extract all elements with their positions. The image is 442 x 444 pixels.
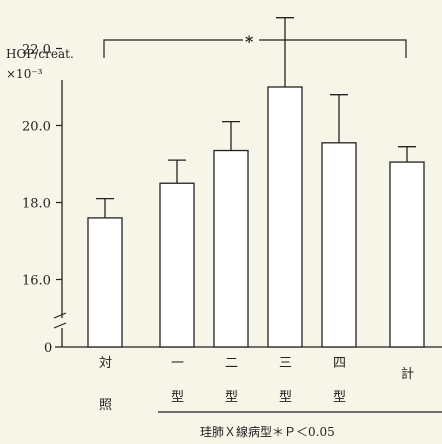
category-label: 三型	[279, 356, 292, 405]
y-tick-label: 16.0	[22, 274, 51, 289]
y-axis-label: HOP/creat.	[6, 47, 74, 61]
bar	[87, 217, 123, 348]
bars	[87, 17, 425, 348]
category-label-char: 型	[333, 390, 346, 405]
category-label-char: 四	[333, 356, 346, 371]
category-label-char: 三	[279, 356, 292, 371]
y-ticks: 22.0 20.0 18.0 16.0	[22, 43, 62, 289]
bar	[321, 142, 357, 348]
category-label-char: 対	[99, 356, 112, 371]
category-label: 二型	[225, 356, 238, 405]
bar-group	[321, 94, 357, 348]
bar	[267, 86, 303, 348]
y-tick-label: 22.0	[22, 43, 51, 58]
y-tick: 18.0	[22, 197, 62, 212]
category-label-char: 一	[171, 356, 184, 371]
category-label-char: 型	[225, 390, 238, 405]
category-label: 対照	[99, 356, 112, 413]
category-label-char: 二	[225, 356, 238, 371]
bar-group	[87, 197, 123, 348]
axis-break-mark	[53, 312, 67, 329]
significance-marker-bg	[243, 32, 259, 48]
bar	[389, 161, 425, 348]
bar-group	[213, 121, 249, 348]
y-axis-scale-label: ×10⁻³	[6, 67, 43, 81]
y-tick-label: 20.0	[22, 120, 51, 135]
bar-group	[267, 17, 303, 348]
y-axis-zero-label: 0	[44, 341, 52, 356]
y-tick: 22.0	[22, 43, 62, 58]
category-label-char: 照	[99, 398, 112, 413]
y-tick: 20.0	[22, 120, 62, 135]
bar-group	[159, 159, 195, 348]
category-label: 計	[401, 366, 414, 382]
significance-bracket: *	[103, 32, 407, 58]
bar-group	[389, 146, 425, 348]
category-label-char: 型	[171, 390, 184, 405]
group-note: 珪肺Ｘ線病型＊Ｐ＜0.05	[158, 411, 442, 439]
category-label: 一型	[171, 356, 184, 405]
category-label: 四型	[333, 356, 346, 405]
y-tick-label: 18.0	[22, 197, 51, 212]
y-tick: 16.0	[22, 274, 62, 289]
bar	[159, 182, 195, 348]
category-label-text: 計	[401, 366, 414, 382]
category-label-char: 型	[279, 390, 292, 405]
group-note-text: 珪肺Ｘ線病型＊Ｐ＜0.05	[200, 424, 335, 439]
bar	[213, 149, 249, 348]
significance-marker: *	[245, 32, 254, 51]
